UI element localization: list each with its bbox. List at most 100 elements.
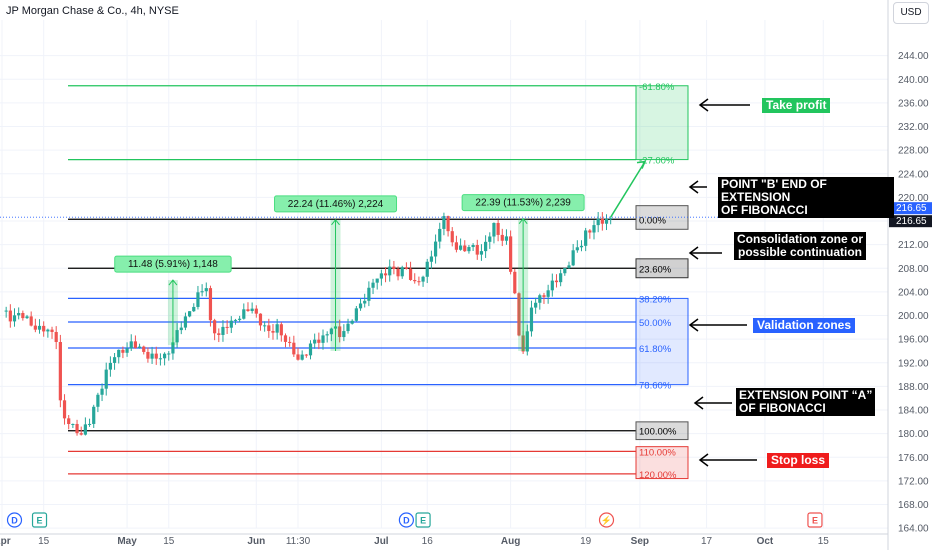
annotation-arrowhead [688,180,699,194]
candle-body [400,267,404,277]
consolidation-zone [635,258,689,279]
point-b-label: POINT "B' END OF EXTENSION OF FIBONACCI [718,177,894,218]
candle-body [208,288,213,321]
candle-body [363,300,367,304]
event-marker-label: D [11,516,18,526]
candle-body [496,222,500,235]
candle-body [325,334,329,336]
y-tick-label: 212.00 [898,240,929,251]
candle-body [559,273,563,283]
y-tick-label: 164.00 [898,524,929,535]
candle-body [87,423,92,425]
y-tick-label: 200.00 [898,311,929,322]
candle-body [196,292,200,307]
y-tick-label: 168.00 [898,500,929,511]
x-tick-label: 15 [163,536,175,547]
candle-body [358,303,363,309]
point-a-line1: EXTENSION POINT “A” [739,388,873,402]
candle-body [300,354,304,360]
candle-body [275,324,279,333]
event-marker-label: ⚡ [601,515,612,527]
measure-label-bg [274,195,398,213]
candle-body [137,346,142,348]
y-tick-label: 224.00 [898,169,929,180]
candle-body [458,245,463,250]
annotation-arrowhead [688,318,699,332]
candle-body [25,316,29,319]
dividend-marker [398,512,414,528]
candle-body [304,354,308,356]
y-tick-label: 228.00 [898,146,929,157]
candle-body [600,218,604,224]
candle-body [121,349,125,353]
candle-body [329,328,333,335]
measure-arrow [331,219,340,226]
candle-body [8,310,12,322]
x-tick-label: Sep [631,536,649,547]
y-tick-label: 204.00 [898,287,929,298]
candle-body [33,325,37,330]
candle-body [596,218,600,226]
fib-level-label: 50.00% [639,318,672,329]
candle-body [425,261,429,277]
candle-body [125,348,129,353]
x-tick-label: 16 [422,536,434,547]
candle-body [104,369,108,389]
candle-body [346,323,350,332]
candle-body [367,287,371,301]
candle-body [584,230,588,246]
candle-body [158,358,163,360]
candle-body [321,335,325,343]
candle-body [350,320,354,324]
candle-body [388,266,392,276]
candle-body [175,330,179,343]
candle-body [142,346,146,352]
take-profit-zone [635,85,689,161]
measure-label: 22.39 (11.53%) 2,239 [475,198,571,209]
candle-body [379,273,383,279]
currency-button[interactable]: USD [893,2,929,24]
fib-level-label: 38.20% [639,294,672,305]
annotation-arrowhead [698,98,709,112]
candle-body [79,433,83,435]
candle-body [150,353,154,359]
candle-body [604,218,609,224]
candle-body [133,341,138,348]
candle-body [571,250,575,266]
candle-body [200,291,204,293]
annotation-arrowhead [698,453,709,467]
candle-body [92,406,96,424]
measure-arrow [518,217,528,224]
candle-body [563,267,567,274]
y-tick-label: 176.00 [898,453,929,464]
x-tick-label: 15 [818,536,830,547]
candle-body [183,316,188,328]
candle-body [167,353,171,355]
candle-body [534,302,538,308]
x-tick-label: 17 [701,536,713,547]
candle-body [42,325,46,332]
measure-label: 11.48 (5.91%) 1,148 [128,259,218,270]
candle-body [408,268,413,280]
candle-body [229,320,233,328]
candle-body [188,311,192,317]
candle-body [429,256,434,262]
point-a-label: EXTENSION POINT “A” OF FIBONACCI [736,388,876,416]
earnings-marker [807,512,823,528]
candle-body [609,218,613,220]
candle-body [500,234,504,241]
candle-body [267,325,271,332]
candle-body [71,423,75,425]
candle-body [250,308,254,312]
x-tick-label: 11:30 [286,536,311,547]
candle-body [517,293,521,336]
candle-body [171,342,175,354]
candle-body [538,295,542,303]
candle-body [37,325,42,330]
candle-body [46,329,50,332]
candle-body [575,247,579,251]
candle-body [471,244,475,248]
annotation-arrowhead [688,246,699,260]
candle-body [29,316,33,326]
